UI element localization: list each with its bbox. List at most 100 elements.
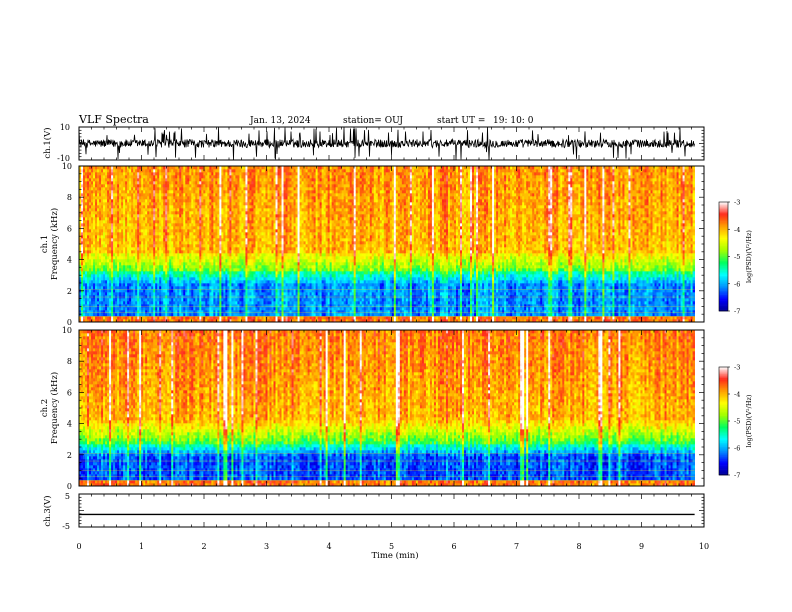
spectrogram-cell xyxy=(129,235,131,238)
spectrogram-cell xyxy=(185,238,187,241)
spectrogram-cell xyxy=(227,262,229,265)
spectrogram-cell xyxy=(163,256,165,259)
spectrogram-cell xyxy=(223,253,225,256)
spectrogram-cell xyxy=(215,283,217,286)
spectrogram-cell xyxy=(133,178,135,181)
spectrogram-cell xyxy=(95,196,97,199)
spectrogram-cell xyxy=(209,184,211,187)
spectrogram-cell xyxy=(261,217,263,220)
spectrogram-cell xyxy=(133,301,135,304)
spectrogram-cell xyxy=(107,187,109,190)
spectrogram-cell xyxy=(159,262,161,265)
spectrogram-cell xyxy=(171,268,173,271)
spectrogram-cell xyxy=(193,286,195,289)
spectrogram-cell xyxy=(137,199,139,202)
spectrogram-cell xyxy=(103,226,105,229)
spectrogram-cell xyxy=(83,175,85,178)
spectrogram-cell xyxy=(137,235,139,238)
spectrogram-cell xyxy=(103,292,105,295)
spectrogram-cell xyxy=(257,214,259,217)
spectrogram-cell xyxy=(141,193,143,196)
spectrogram-cell xyxy=(147,211,149,214)
spectrogram-cell xyxy=(83,220,85,223)
spectrogram-cell xyxy=(141,184,143,187)
spectrogram-cell xyxy=(87,172,89,175)
spectrogram-cell xyxy=(121,187,123,190)
spectrogram-cell xyxy=(103,298,105,301)
spectrogram-cell xyxy=(113,211,115,214)
spectrogram-cell xyxy=(201,280,203,283)
spectrogram-cell xyxy=(147,271,149,274)
spectrogram-cell xyxy=(215,241,217,244)
spectrogram-cell xyxy=(231,286,233,289)
spectrogram-cell xyxy=(137,223,139,226)
spectrogram-cell xyxy=(113,247,115,250)
spectrogram-cell xyxy=(163,166,165,169)
spectrogram-cell xyxy=(155,274,157,277)
spectrogram-cell xyxy=(117,187,119,190)
spectrogram-cell xyxy=(137,178,139,181)
spectrogram-cell xyxy=(265,271,267,274)
spectrogram-cell xyxy=(121,229,123,232)
spectrogram-cell xyxy=(235,220,237,223)
spectrogram-cell xyxy=(83,196,85,199)
spectrogram-cell xyxy=(253,280,255,283)
spectrogram-cell xyxy=(215,205,217,208)
spectrogram-cell xyxy=(219,244,221,247)
spectrogram-cell xyxy=(235,271,237,274)
spectrogram-cell xyxy=(227,283,229,286)
spectrogram-cell xyxy=(111,256,113,259)
spectrogram-cell xyxy=(107,268,109,271)
spectrogram-cell xyxy=(249,292,251,295)
spectrogram-cell xyxy=(181,214,183,217)
spectrogram-cell xyxy=(185,184,187,187)
spectrogram-cell xyxy=(189,199,191,202)
spectrogram-cell xyxy=(213,244,215,247)
spectrogram-cell xyxy=(91,235,93,238)
spectrogram-cell xyxy=(209,304,211,307)
spectrogram-cell xyxy=(227,265,229,268)
spectrogram-cell xyxy=(125,244,127,247)
spectrogram-cell xyxy=(249,298,251,301)
spectrogram-cell xyxy=(137,169,139,172)
spectrogram-cell xyxy=(117,292,119,295)
spectrogram-cell xyxy=(257,184,259,187)
spectrogram-cell xyxy=(133,292,135,295)
spectrogram-cell xyxy=(151,175,153,178)
spectrogram-cell xyxy=(219,262,221,265)
spectrogram-cell xyxy=(147,295,149,298)
spectrogram-cell xyxy=(265,313,267,316)
spectrogram-cell xyxy=(171,178,173,181)
spectrogram-cell xyxy=(171,172,173,175)
spectrogram-cell xyxy=(223,193,225,196)
spectrogram-cell xyxy=(239,265,241,268)
spectrogram-cell xyxy=(235,211,237,214)
spectrogram-cell xyxy=(265,307,267,310)
spectrogram-cell xyxy=(129,298,131,301)
spectrogram-cell xyxy=(253,172,255,175)
spectrogram-cell xyxy=(103,283,105,286)
spectrogram-cell xyxy=(91,193,93,196)
spectrogram-cell xyxy=(239,217,241,220)
spectrogram-cell xyxy=(137,184,139,187)
spectrogram-cell xyxy=(213,211,215,214)
spectrogram-cell xyxy=(99,181,101,184)
spectrogram-cell xyxy=(99,169,101,172)
spectrogram-cell xyxy=(121,262,123,265)
spectrogram-cell xyxy=(107,193,109,196)
spectrogram-cell xyxy=(95,307,97,310)
spectrogram-cell xyxy=(121,277,123,280)
spectrogram-cell xyxy=(223,286,225,289)
spectrogram-cell xyxy=(155,307,157,310)
spectrogram-cell xyxy=(141,172,143,175)
spectrogram-cell xyxy=(113,196,115,199)
spectrogram-cell xyxy=(125,169,127,172)
spectrogram-cell xyxy=(215,187,217,190)
spectrogram-cell xyxy=(209,250,211,253)
spectrogram-cell xyxy=(113,184,115,187)
spectrogram-cell xyxy=(103,247,105,250)
spectrogram-cell xyxy=(121,217,123,220)
spectrogram-cell xyxy=(99,187,101,190)
spectrogram-cell xyxy=(213,262,215,265)
header-date: Jan. 13, 2024 xyxy=(249,116,311,126)
